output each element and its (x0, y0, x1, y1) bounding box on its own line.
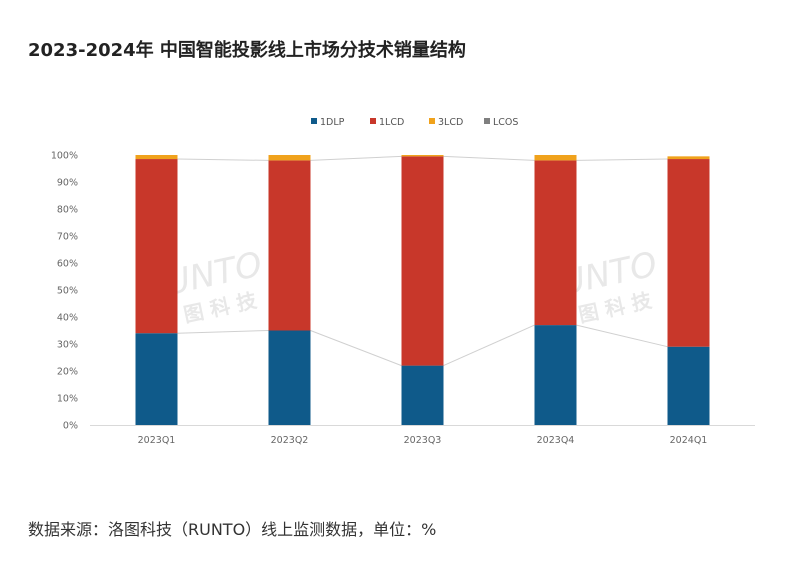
legend-label: 1DLP (320, 117, 345, 128)
bar-segment-1dlp (268, 330, 311, 425)
bar-segment-3lcd (534, 155, 577, 161)
x-tick-label: 2023Q3 (404, 435, 442, 446)
y-tick-label: 90% (57, 178, 78, 189)
y-tick-label: 40% (57, 313, 78, 324)
y-tick-label: 80% (57, 205, 78, 216)
y-tick-label: 0% (63, 421, 78, 432)
bar-stack (401, 155, 444, 425)
series-connector-line (310, 155, 402, 161)
bar-segment-1lcd (135, 159, 178, 334)
x-axis: 2023Q1 2023Q2 2023Q3 2023Q4 2024Q1 (90, 425, 755, 446)
series-connector-line (177, 330, 269, 334)
series-connector-line (177, 158, 269, 161)
bar-stack (135, 155, 178, 425)
bar-stack (667, 156, 710, 425)
legend-item: LCOS (484, 117, 518, 128)
legend-label: LCOS (493, 117, 518, 128)
y-tick-label: 70% (57, 232, 78, 243)
y-tick-label: 100% (51, 151, 78, 162)
bar-stack (534, 155, 577, 425)
series-connector-line (443, 155, 535, 161)
legend-swatch (429, 118, 435, 124)
bar-segment-1dlp (401, 365, 444, 425)
bar-segment-3lcd (135, 155, 178, 160)
legend-label: 3LCD (438, 117, 463, 128)
bar-segment-1lcd (401, 156, 444, 366)
bar-stack (268, 155, 311, 425)
x-tick-label: 2023Q1 (138, 435, 176, 446)
legend: 1DLP 1LCD 3LCD LCOS (311, 117, 518, 128)
y-tick-label: 30% (57, 340, 78, 351)
legend-item: 3LCD (429, 117, 463, 128)
series-connector-line (576, 324, 668, 348)
connector-lines (177, 155, 668, 367)
y-axis: 0% 10% 20% 30% 40% 50% 60% 70% 80% 90% 100% (51, 151, 78, 432)
bar-segment-3lcd (667, 156, 710, 160)
y-tick-label: 50% (57, 286, 78, 297)
y-tick-label: 20% (57, 367, 78, 378)
bar-segment-1lcd (268, 160, 311, 331)
legend-item: 1DLP (311, 117, 345, 128)
legend-swatch (311, 118, 317, 124)
x-tick-label: 2024Q1 (670, 435, 708, 446)
bars (135, 155, 710, 425)
bar-segment-3lcd (268, 155, 311, 161)
bar-segment-1dlp (135, 333, 178, 425)
series-connector-line (443, 324, 535, 367)
source-note: 数据来源：洛图科技（RUNTO）线上监测数据，单位：% (28, 520, 437, 539)
bar-segment-1dlp (534, 325, 577, 425)
series-connector-line (310, 330, 402, 367)
legend-swatch (370, 118, 376, 124)
series-connector-line (576, 158, 668, 161)
bar-segment-3lcd (401, 155, 444, 157)
y-tick-label: 10% (57, 394, 78, 405)
legend-swatch (484, 118, 490, 124)
bar-segment-1dlp (667, 346, 710, 425)
x-tick-label: 2023Q2 (271, 435, 309, 446)
bar-segment-1lcd (534, 160, 577, 326)
x-tick-label: 2023Q4 (537, 435, 575, 446)
y-tick-label: 60% (57, 259, 78, 270)
legend-label: 1LCD (379, 117, 404, 128)
page-title: 2023-2024年 中国智能投影线上市场分技术销量结构 (28, 40, 466, 61)
bar-segment-1lcd (667, 159, 710, 347)
legend-item: 1LCD (370, 117, 404, 128)
